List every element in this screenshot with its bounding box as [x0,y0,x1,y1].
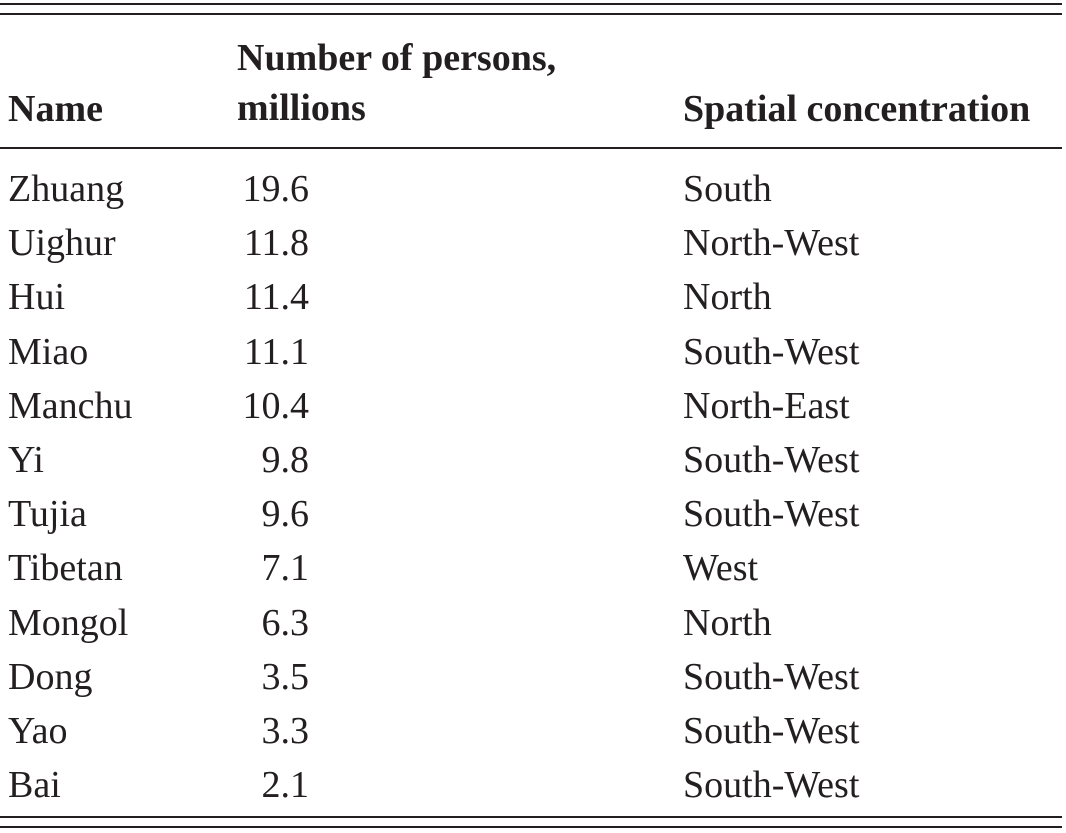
table-row: Uighur 11.8 North-West [0,216,1062,270]
cell-spatial: North [683,276,772,319]
cell-name: Tujia [8,493,87,536]
table-row: Hui 11.4 North [0,270,1062,324]
header-number-line1: Number of persons, [237,37,557,79]
cell-number: 19.6 [242,168,310,210]
cell-name: Mongol [8,601,129,644]
cell-name: Yao [8,709,68,752]
cell-spatial: North [683,601,772,644]
header-number-line2: millions [237,87,366,129]
cell-spatial: South-West [683,330,860,373]
table-row: Yi 9.8 South-West [0,433,1062,487]
cell-number: 11.1 [243,330,309,373]
table-bottom-rule [0,816,1062,818]
table-row: Yao 3.3 South-West [0,704,1062,758]
cell-number: 7.1 [261,547,310,590]
cell-spatial: South-West [683,655,860,698]
cell-name: Uighur [8,222,116,265]
header-spatial-concentration: Spatial concentration [683,88,1031,130]
table-row: Dong 3.5 South-West [0,650,1062,704]
cell-number: 11.4 [243,276,309,319]
table-top-rule [0,3,1062,5]
cell-name: Miao [8,330,89,373]
table-row: Miao 11.1 South-West [0,325,1062,379]
cell-spatial: South-West [683,764,860,807]
cell-name: Bai [8,764,61,807]
cell-number: 3.5 [261,655,310,698]
cell-name: Yi [8,438,44,481]
cell-name: Zhuang [8,168,125,210]
cell-spatial: South-West [683,438,860,481]
cell-spatial: West [683,547,759,590]
cell-spatial: South-West [683,493,860,536]
table-row: Bai 2.1 South-West [0,758,1062,812]
table-bottom-rule-outer [0,826,1062,828]
cell-spatial: North-West [683,222,860,265]
cell-name: Tibetan [8,547,123,590]
cell-number: 10.4 [242,384,310,427]
cell-number: 3.3 [261,709,310,752]
cell-spatial: North-East [683,384,850,427]
cell-spatial: South-West [683,709,860,752]
cell-number: 11.8 [243,222,309,265]
cell-name: Dong [8,655,93,698]
table-body: Zhuang 19.6 South Uighur 11.8 North-West… [0,162,1062,812]
cell-number: 9.6 [261,493,310,536]
header-name: Name [8,88,103,130]
table-row: Manchu 10.4 North-East [0,379,1062,433]
cell-number: 6.3 [261,601,310,644]
cell-number: 2.1 [261,764,310,807]
table-row: Tibetan 7.1 West [0,541,1062,595]
header-rule [0,147,1062,149]
table-row: Mongol 6.3 North [0,596,1062,650]
cell-spatial: South [683,168,772,210]
cell-number: 9.8 [261,438,310,481]
table-top-rule-inner [0,13,1062,15]
table-row: Tujia 9.6 South-West [0,487,1062,541]
header-number: Number of persons, millions [237,33,556,133]
cell-name: Hui [8,276,65,319]
cell-name: Manchu [8,384,133,427]
table-row: Zhuang 19.6 South [0,162,1062,216]
